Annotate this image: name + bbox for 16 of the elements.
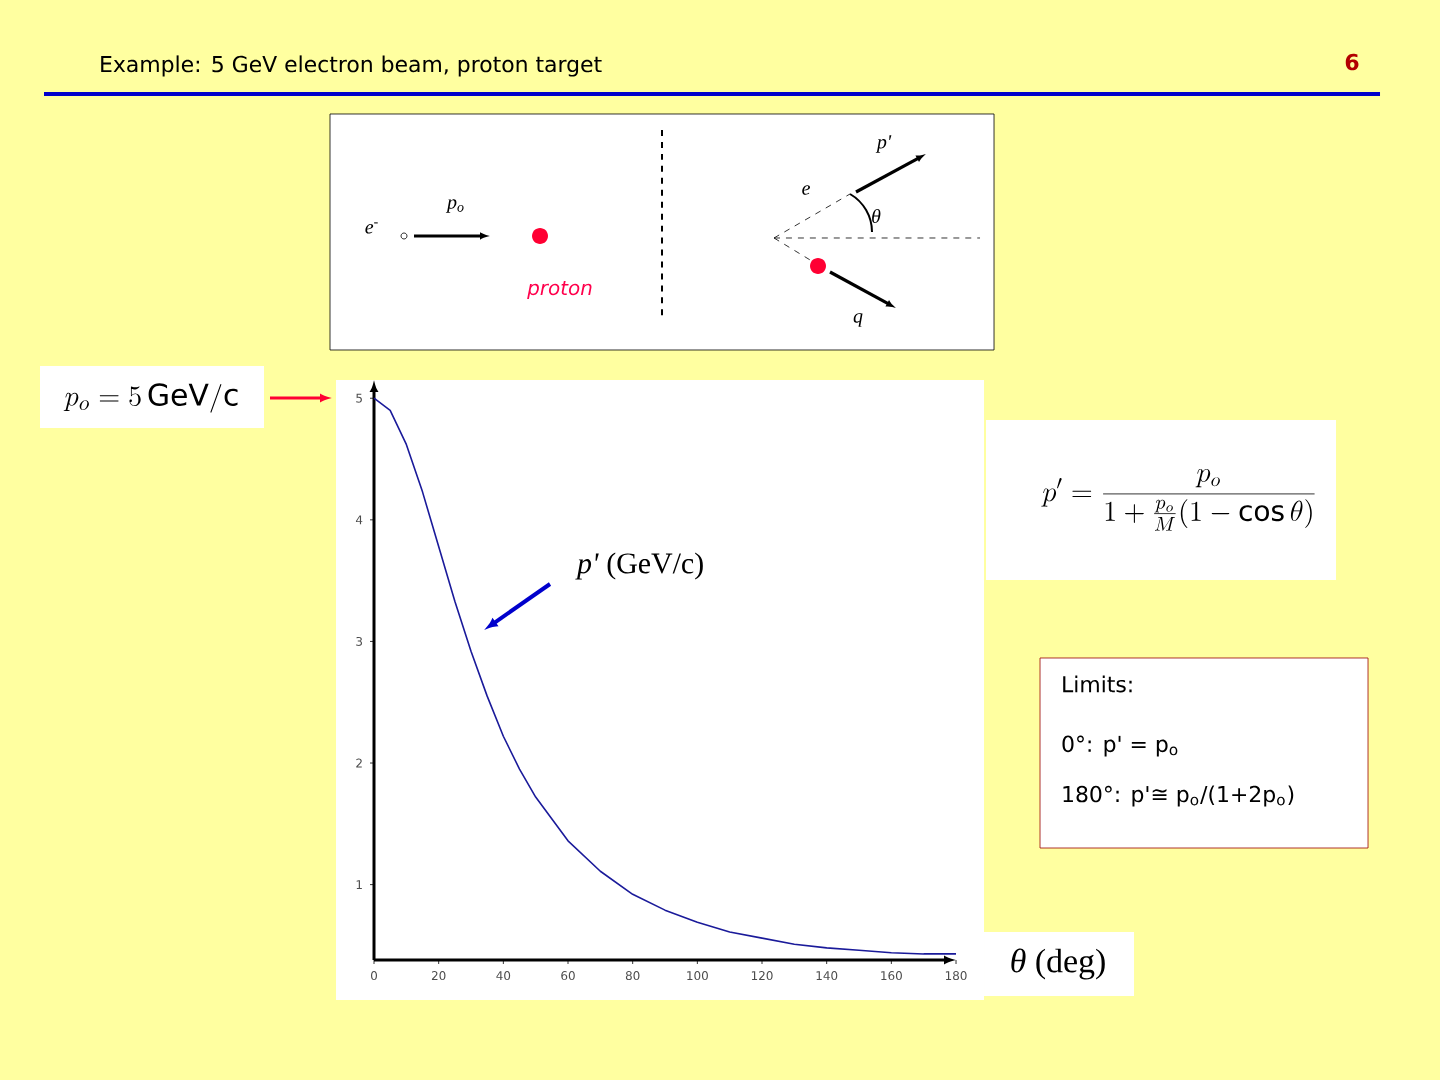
text: $p' = \frac{p_o}{1+\frac{p_o}{M}(1-\cos\theta)}$ [1041,469,1315,531]
text: $p_o = 5\,\mathrm{GeV/c}$ [63,383,238,413]
text: 180°: p'≅ p$_{o}$/(1+2p$_{o}$) [1063,785,1294,807]
text: 6 [1345,53,1359,71]
text: e$^{-}$ [365,222,378,234]
text: e [802,185,810,195]
text: 0°: p' = p$_{o}$ [1062,735,1178,757]
y-axis-title: p' (GeV/c) [575,552,703,580]
text: proton [527,280,592,300]
text: p' [875,135,892,153]
x-axis-title: θ (deg) [1011,948,1105,980]
text: θ [872,208,881,224]
text: Limits: [1063,675,1132,693]
chart-title: Example: 5 GeV electron beam, proton target [101,55,602,77]
text: q [853,313,863,327]
text: p$_{o}$ [445,199,464,213]
